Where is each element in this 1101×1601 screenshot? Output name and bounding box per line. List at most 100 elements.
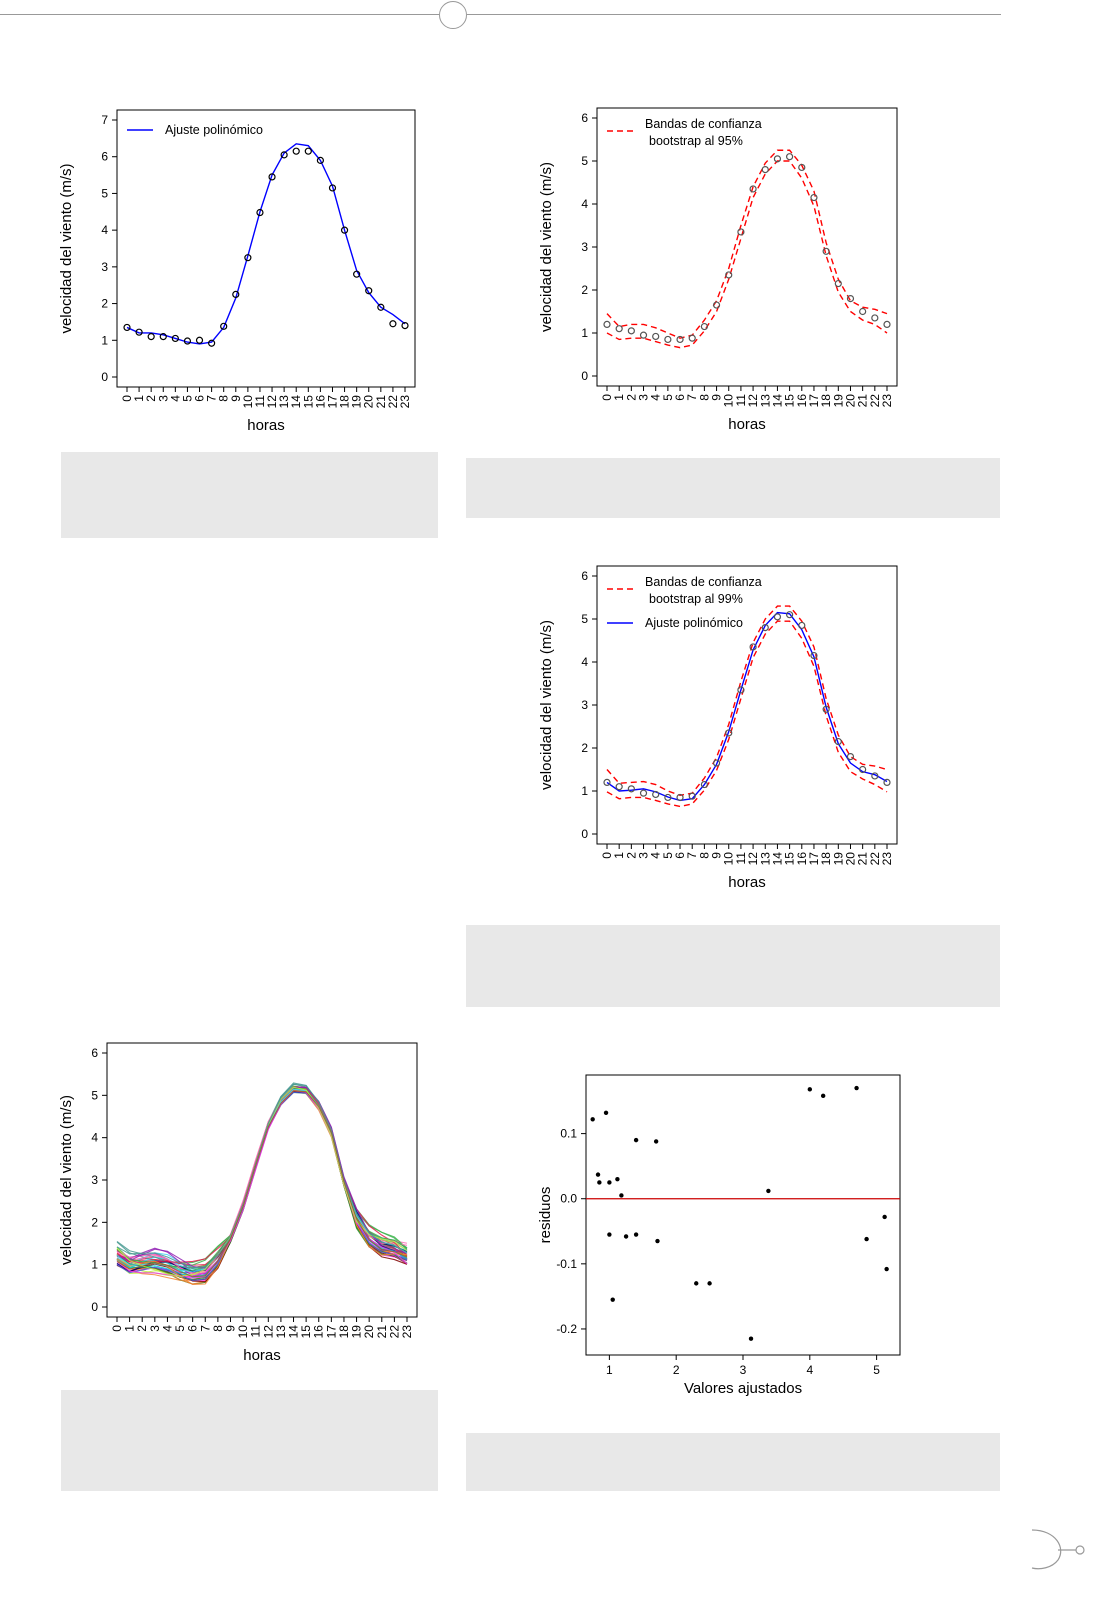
- y-axis-title: velocidad del viento (m/s): [538, 162, 555, 332]
- residual-point: [882, 1214, 887, 1220]
- y-axis-title: velocidad del viento (m/s): [58, 163, 75, 333]
- x-tick-label: 1: [606, 1363, 613, 1377]
- data-point: [859, 765, 867, 774]
- x-tick-label: 20: [843, 394, 857, 408]
- x-tick-label: 4: [806, 1363, 813, 1377]
- x-tick-label: 8: [217, 395, 231, 402]
- x-tick-label: 10: [722, 394, 736, 408]
- data-point: [256, 208, 264, 217]
- x-tick-label: 4: [649, 852, 663, 859]
- data-point: [871, 314, 879, 322]
- x-tick-label: 4: [160, 1325, 174, 1332]
- y-tick-label: 5: [91, 1088, 98, 1102]
- data-point: [786, 611, 794, 619]
- x-tick-label: 0: [600, 852, 614, 859]
- data-point: [773, 613, 782, 621]
- x-tick-label: 16: [312, 1325, 326, 1339]
- y-tick-label: 4: [91, 1131, 98, 1145]
- residual-point: [595, 1172, 601, 1177]
- x-tick-label: 1: [132, 395, 146, 402]
- bootstrap-curve: [116, 1090, 408, 1277]
- x-tick-label: 12: [746, 852, 760, 866]
- y-tick-label: 1: [581, 326, 588, 340]
- x-tick-label: 10: [241, 395, 255, 409]
- data-point: [652, 332, 660, 341]
- x-tick-label: 0: [110, 1325, 124, 1332]
- x-tick-label: 13: [277, 395, 291, 409]
- y-tick-label: 0: [581, 369, 588, 383]
- y-tick-label: 4: [101, 223, 108, 237]
- y-tick-label: 0: [101, 370, 108, 384]
- y-tick-label: 3: [581, 698, 588, 712]
- data-point: [652, 790, 660, 799]
- data-point: [220, 322, 228, 330]
- residual-point: [615, 1176, 620, 1182]
- data-point: [304, 147, 312, 155]
- y-tick-label: 2: [101, 297, 108, 311]
- plot-frame: [585, 1074, 901, 1356]
- caption-box: [466, 1433, 1000, 1491]
- x-tick-label: 23: [880, 394, 894, 408]
- x-tick-label: 4: [168, 395, 182, 402]
- y-tick-label: 1: [91, 1258, 98, 1272]
- header-circle-ornament: [439, 1, 467, 29]
- data-point: [603, 778, 611, 786]
- x-tick-label: 0: [600, 394, 614, 401]
- caption-box: [466, 458, 1000, 518]
- x-axis-title: Valores ajustados: [684, 1380, 802, 1397]
- residual-point: [653, 1139, 659, 1144]
- y-tick-label: 0: [91, 1300, 98, 1314]
- data-point: [725, 271, 733, 279]
- data-point: [798, 163, 806, 172]
- x-tick-label: 19: [350, 1325, 364, 1339]
- data-point: [159, 333, 167, 341]
- x-tick-label: 1: [123, 1325, 137, 1332]
- x-tick-label: 3: [637, 852, 651, 859]
- legend-label: Ajuste polinómico: [165, 123, 263, 137]
- data-point: [365, 287, 373, 295]
- data-point: [822, 705, 830, 713]
- x-tick-label: 23: [400, 1325, 414, 1339]
- data-point: [712, 759, 721, 767]
- y-tick-label: 3: [101, 260, 108, 274]
- x-tick-label: 1: [612, 394, 626, 401]
- residual-point: [694, 1281, 699, 1286]
- y-axis-title: velocidad del viento (m/s): [538, 620, 555, 790]
- confidence-band-line: [606, 160, 888, 349]
- data-point: [749, 185, 757, 193]
- x-tick-label: 4: [649, 394, 663, 401]
- x-tick-label: 21: [856, 394, 870, 408]
- plot-frame: [116, 109, 416, 388]
- data-point: [749, 643, 757, 651]
- data-point: [603, 320, 611, 328]
- data-point: [328, 184, 337, 192]
- residual-point: [607, 1180, 612, 1185]
- data-point: [859, 307, 867, 316]
- data-point: [639, 789, 648, 797]
- x-tick-label: 6: [193, 395, 207, 402]
- plot-frame: [596, 565, 898, 845]
- residual-point: [607, 1232, 612, 1237]
- y-tick-label: 2: [581, 741, 588, 755]
- data-point: [761, 623, 769, 632]
- header-rule-left: [0, 14, 439, 15]
- x-tick-label: 22: [387, 1325, 401, 1339]
- x-tick-label: 5: [661, 852, 675, 859]
- data-point: [340, 226, 349, 234]
- x-tick-label: 5: [661, 394, 675, 401]
- x-tick-label: 18: [819, 852, 833, 866]
- x-tick-label: 15: [301, 395, 315, 409]
- data-point: [798, 621, 806, 630]
- x-tick-label: 17: [325, 395, 339, 409]
- data-point: [846, 753, 855, 761]
- data-point: [627, 327, 635, 335]
- x-tick-label: 8: [211, 1325, 225, 1332]
- x-tick-label: 12: [265, 395, 279, 409]
- data-point: [725, 729, 733, 737]
- data-point: [268, 173, 276, 181]
- data-point: [676, 793, 684, 802]
- bootstrap-curves-group: [116, 1082, 408, 1285]
- chart-bootstrap-bands-95: 0123456012345678910111213141516171819202…: [538, 107, 898, 433]
- plot-frame: [106, 1042, 418, 1318]
- data-point: [401, 322, 409, 330]
